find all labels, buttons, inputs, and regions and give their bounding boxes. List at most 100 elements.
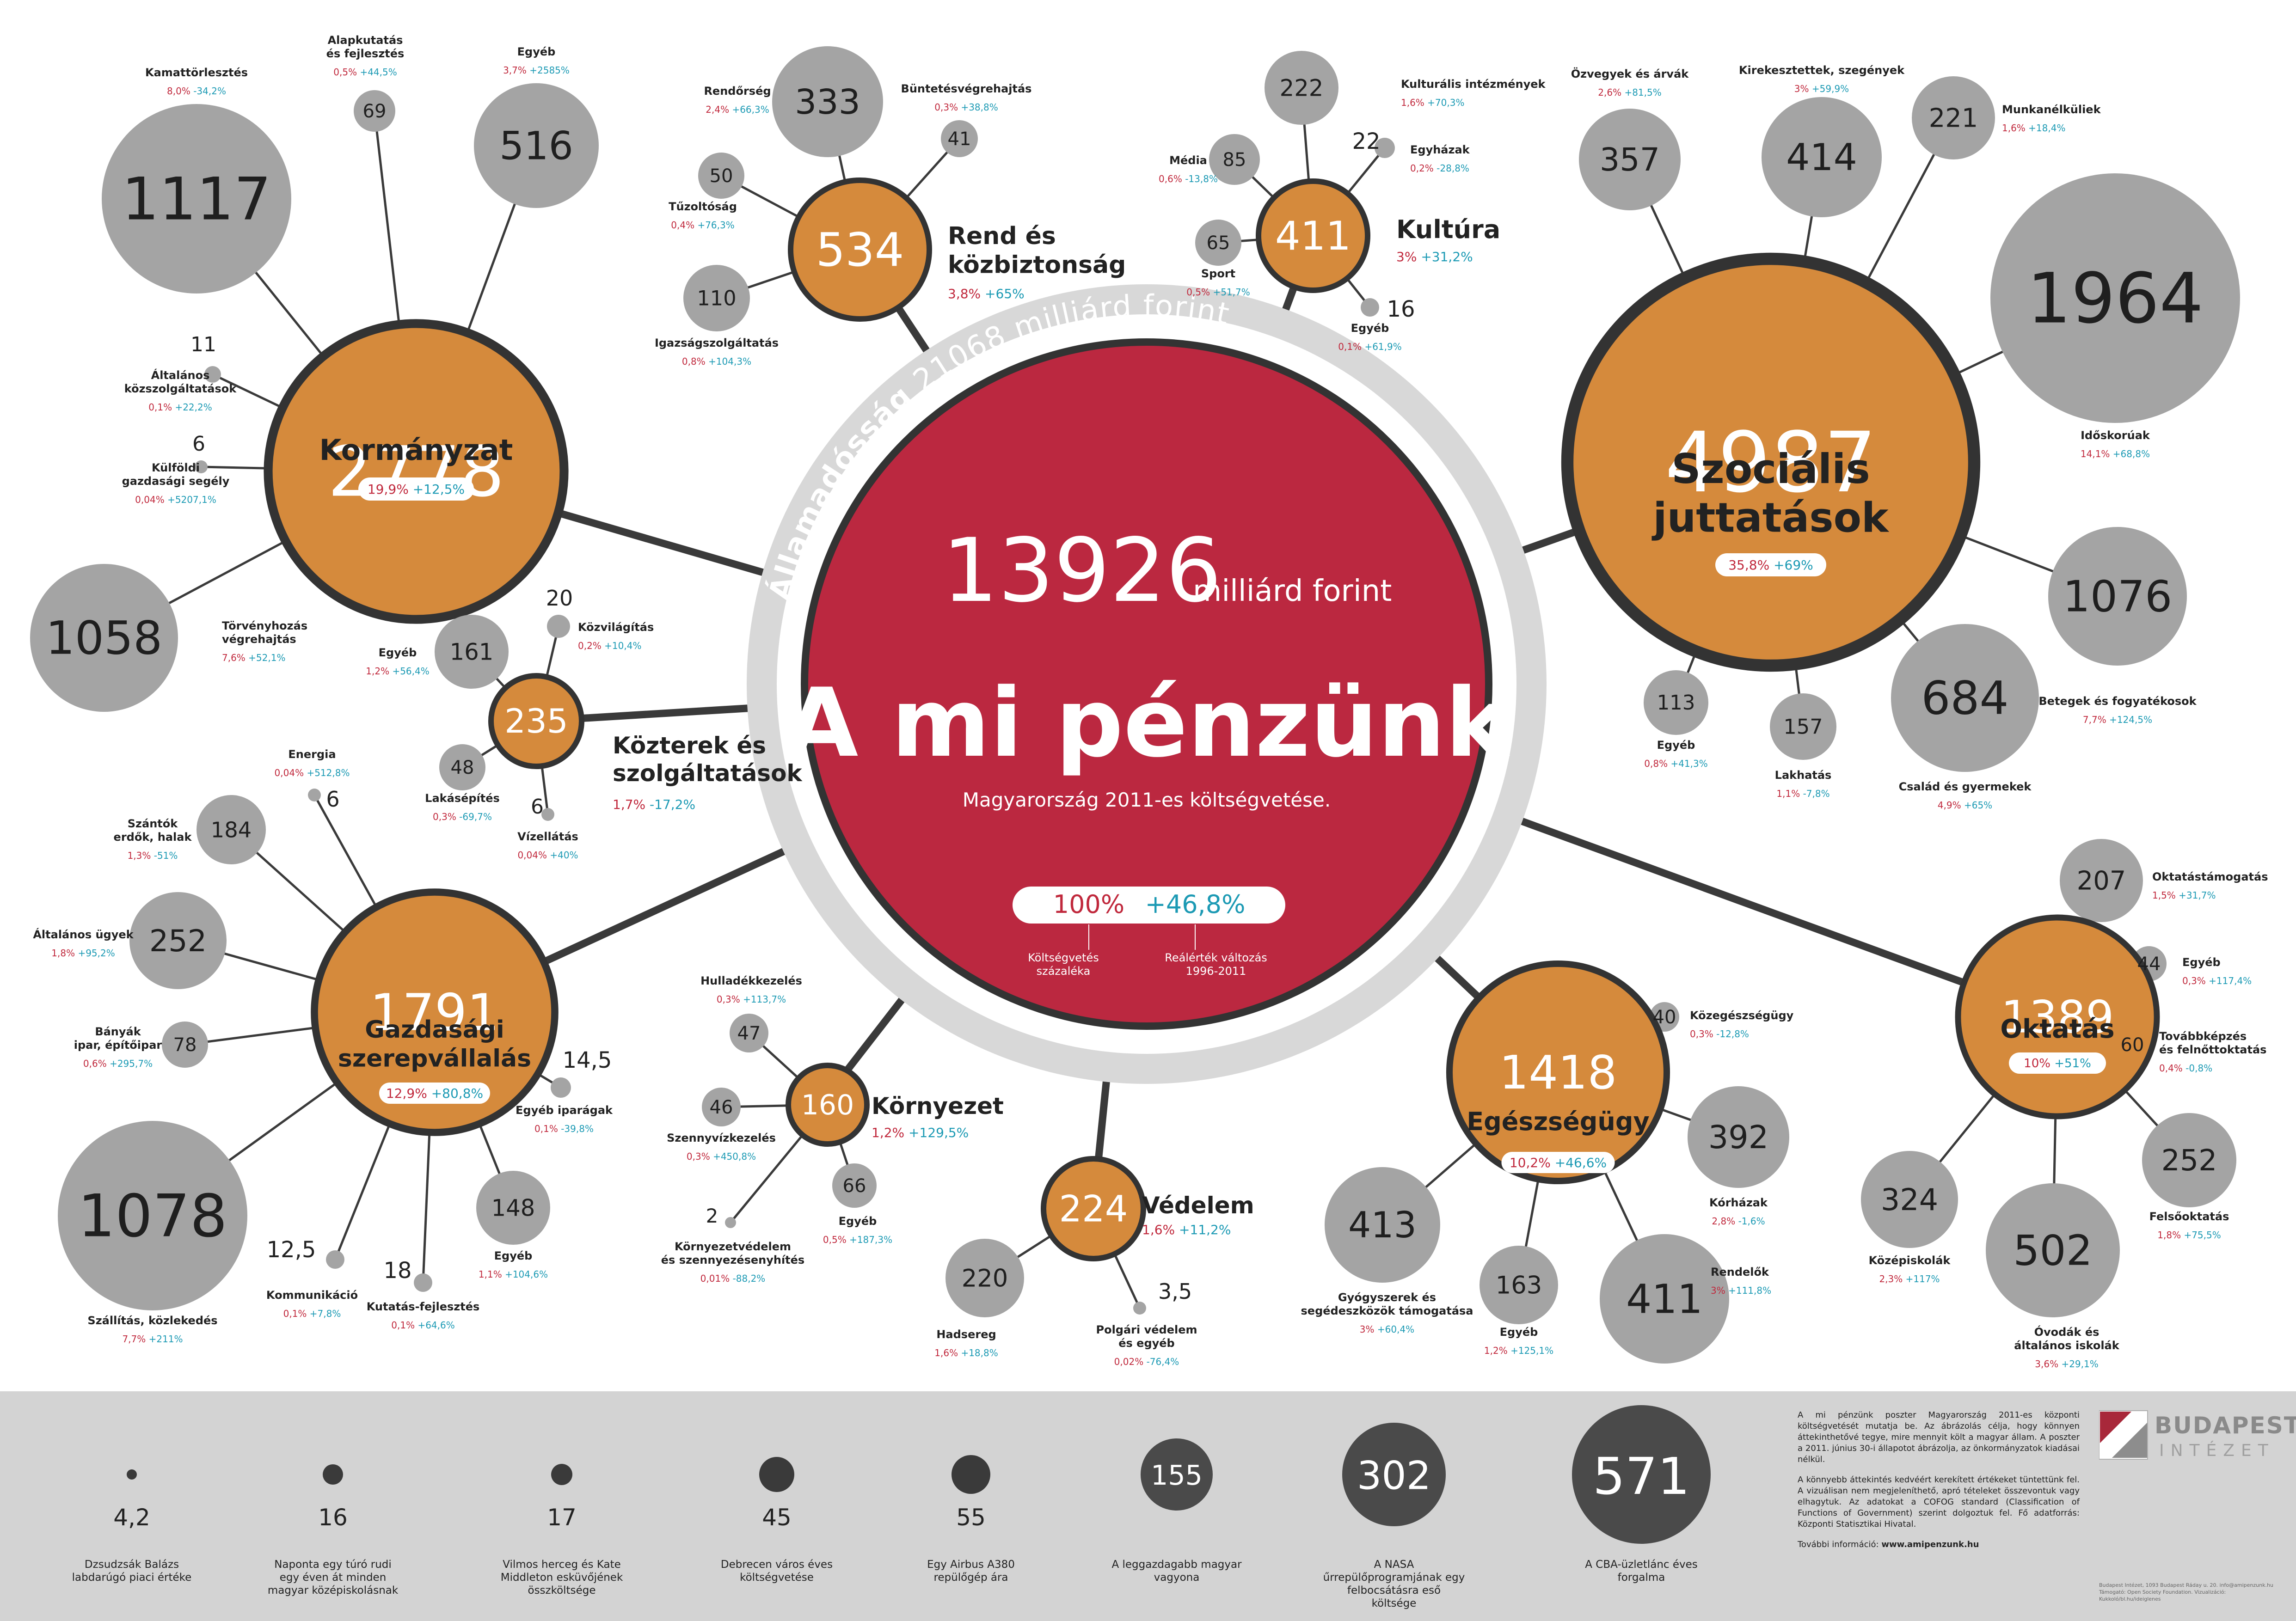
korhazak-stat: 2,8% -1,6% [1712, 1216, 1765, 1227]
kozterek-egyeb-label: Egyéb [379, 646, 417, 659]
egesz-egyeb-stat: 1,2% +125,1% [1484, 1345, 1553, 1356]
kozterek-value: 235 [504, 702, 568, 740]
vizellatas-label: Vízellátás [517, 830, 578, 843]
szallitas-value: 1078 [78, 1181, 227, 1250]
kornyezet-name: Környezet [872, 1093, 1004, 1119]
kozepiskolak-value: 324 [1881, 1183, 1938, 1217]
szocialis-bubble [1561, 252, 1981, 672]
logo-sub: INTÉZET [2159, 1441, 2275, 1460]
munkanelkuli-label: Munkanélküliek [2002, 103, 2101, 116]
hadsereg-stat: 1,6% +18,8% [934, 1347, 998, 1358]
rendelok-value: 411 [1626, 1276, 1703, 1322]
hulladek-value: 47 [737, 1023, 761, 1044]
kulfoldi-stat: 0,04% +5207,1% [135, 494, 216, 505]
oktatas-badge [2009, 1052, 2106, 1074]
idoskoruak-bubble [1990, 173, 2240, 423]
kommunikacio-value: 12,5 [267, 1237, 316, 1263]
alapkutatas-bubble [354, 90, 395, 132]
szocialis-badge [1715, 553, 1826, 576]
center-pct: 100% [1053, 890, 1124, 919]
kozterek-name: szolgáltatások [613, 760, 803, 787]
lakasepites-value: 48 [451, 757, 474, 778]
oktatastam-stat: 1,5% +31,7% [2152, 890, 2216, 901]
gazdasagi-bubble [311, 888, 559, 1136]
center-subtitle: Magyarország 2011-es költségvetése. [963, 789, 1331, 811]
egyhazak-label: Egyházak [1410, 143, 1470, 156]
szoc-egyeb-label: Egyéb [1657, 739, 1695, 752]
kozterek-egyeb-value: 161 [450, 638, 494, 665]
korhazak-bubble [1688, 1086, 1789, 1188]
kamat-stat: 8,0% -34,2% [167, 86, 226, 97]
media-value: 85 [1223, 149, 1246, 171]
munkanelkuli-bubble [1912, 76, 1995, 159]
rend-name: Rend és [948, 222, 1056, 250]
altalanos-kozszolg-dot [204, 366, 221, 383]
ovodak-stat: 3,6% +29,1% [2035, 1358, 2098, 1370]
more-info-label: További információ: [1798, 1540, 1879, 1549]
korhazak-label: Kórházak [1709, 1196, 1768, 1209]
okt-egyeb-label: Egyéb [2182, 956, 2221, 969]
munkanelkuli-stat: 1,6% +18,4% [2002, 122, 2065, 134]
kutatas-value: 18 [383, 1258, 411, 1284]
szocialis-name: Szociális [1671, 445, 1870, 493]
polgari-label: Polgári védelem [1096, 1323, 1197, 1336]
korny-egyeb-stat: 0,5% +187,3% [823, 1234, 892, 1245]
szennyviz-bubble [702, 1088, 741, 1126]
egyhazak-dot [1375, 138, 1395, 158]
korny-egyeb-label: Egyéb [839, 1215, 877, 1228]
kutatas-stat: 0,1% +64,6% [391, 1320, 454, 1331]
tuzoltosag-value: 50 [710, 165, 733, 187]
rendorseg-bubble [772, 46, 883, 157]
alapkutatas-stat: 0,5% +44,5% [333, 67, 397, 78]
alapkutatas-value: 69 [363, 101, 387, 122]
kozterek-egyeb-bubble [435, 615, 509, 689]
kornyezetvedelem-label: Környezetvédelem [675, 1240, 791, 1253]
lakasepites-label: Lakásépítés [425, 792, 500, 805]
egeszseg-badge-text: 10,2% +46,6% [1510, 1155, 1607, 1170]
kozepiskolak-bubble [1861, 1151, 1958, 1248]
oktatastam-bubble [2060, 839, 2143, 922]
kamat-label: Kamattörlesztés [145, 66, 248, 79]
egyeb-ipar-label: Egyéb iparágak [516, 1104, 613, 1117]
egesz-egyeb-label: Egyéb [1500, 1326, 1538, 1339]
gyogyszerek-label: Gyógyszerek és [1338, 1291, 1436, 1304]
torvenyhozas-label: végrehajtás [222, 633, 296, 646]
idoskoruak-label: Időskorúak [2081, 429, 2150, 442]
szennyviz-label: Szennyvízkezelés [667, 1132, 776, 1144]
kulfoldi-dot [195, 460, 208, 473]
vedelem-stat: 1,6% +11,2% [1142, 1222, 1231, 1237]
alapkutatas-label: Alapkutatás [328, 34, 403, 47]
csalad-value: 684 [1921, 672, 2008, 725]
rendelok-label: Rendelők [1711, 1266, 1769, 1278]
about-paragraph-1: A mi pénzünk poszter Magyarország 2011-e… [1798, 1410, 2080, 1464]
vedelem-value: 224 [1059, 1188, 1128, 1230]
gyogyszerek-bubble [1325, 1167, 1440, 1283]
lakhatas-label: Lakhatás [1775, 769, 1832, 782]
betegek-bubble [2048, 527, 2187, 666]
vizellatas-dot [541, 808, 554, 821]
credits: Budapest Intézet, 1093 Budapest Ráday u.… [2099, 1582, 2273, 1602]
banyak-label: Bányák [95, 1025, 141, 1038]
kulfoldi-value: 6 [192, 432, 205, 456]
felsooktatas-label: Felsőoktatás [2149, 1210, 2229, 1223]
szennyviz-stat: 0,3% +450,8% [687, 1151, 756, 1162]
gazdasagi-badge-text: 12,9% +80,8% [386, 1086, 483, 1101]
buntetes-value: 41 [948, 128, 971, 150]
kozterek-name: Közterek és [613, 732, 766, 759]
media-bubble [1209, 134, 1260, 185]
szantok-label: erdők, halak [114, 831, 192, 844]
tovabbkepzes-stat: 0,4% -0,8% [2159, 1063, 2212, 1074]
egyhazak-value: 22 [1352, 128, 1380, 154]
rendorseg-value: 333 [795, 82, 860, 122]
lakasepites-stat: 0,3% -69,7% [433, 811, 492, 822]
altalanos-ugyek-value: 252 [149, 924, 207, 959]
okt-egyeb-value: 44 [2137, 954, 2161, 975]
more-info-link[interactable]: www.amipenzunk.hu [1881, 1540, 1979, 1549]
gazdasagi-badge [379, 1083, 490, 1104]
kozterek-egyeb-stat: 1,2% +56,4% [366, 666, 429, 677]
gazdasagi-value: 1791 [370, 983, 499, 1042]
betegek-label: Betegek és fogyatékosok [2038, 695, 2197, 708]
hadsereg-label: Hadsereg [936, 1328, 996, 1341]
sport-stat: 0,5% +51,7% [1186, 287, 1250, 298]
